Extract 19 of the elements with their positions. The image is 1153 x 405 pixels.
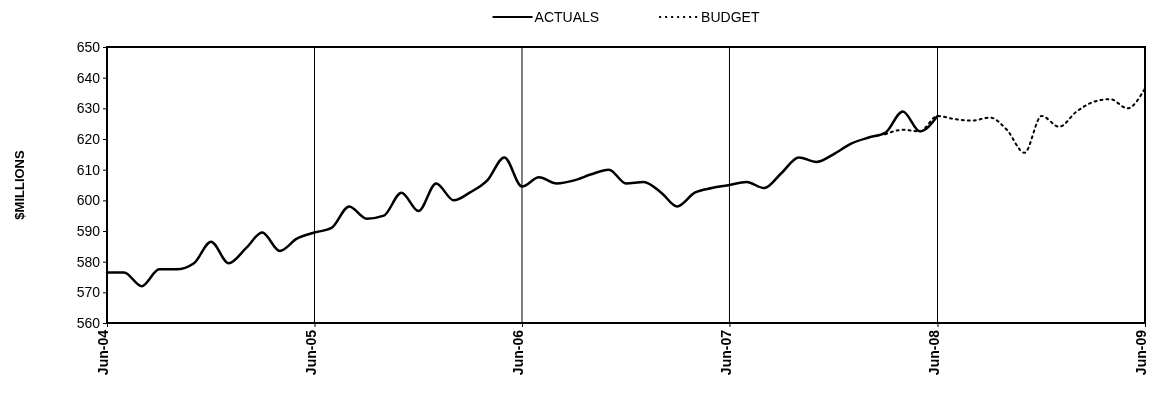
x-tick-label: Jun-09 [1133, 329, 1150, 376]
y-tick-label: 600 [76, 192, 101, 209]
y-tick-label: 590 [76, 222, 101, 239]
y-tick-label: 650 [76, 38, 101, 55]
legend-label: BUDGET [701, 9, 760, 25]
y-tick-label: 630 [76, 100, 101, 117]
x-tick-label: Jun-04 [95, 329, 112, 376]
x-tick-label: Jun-08 [925, 329, 942, 376]
y-tick-label: 560 [76, 314, 101, 331]
legend-label: ACTUALS [534, 9, 600, 25]
x-tick-label: Jun-07 [717, 329, 734, 376]
y-tick-label: 640 [76, 69, 101, 86]
y-tick-label: 610 [76, 161, 101, 178]
y-tick-label: 620 [76, 130, 101, 147]
x-tick-label: Jun-06 [510, 329, 527, 376]
y-tick-label: 570 [76, 284, 101, 301]
x-tick-label: Jun-05 [302, 329, 319, 376]
y-tick-label: 580 [76, 253, 101, 270]
y-axis-title: $MILLIONS [12, 150, 27, 220]
